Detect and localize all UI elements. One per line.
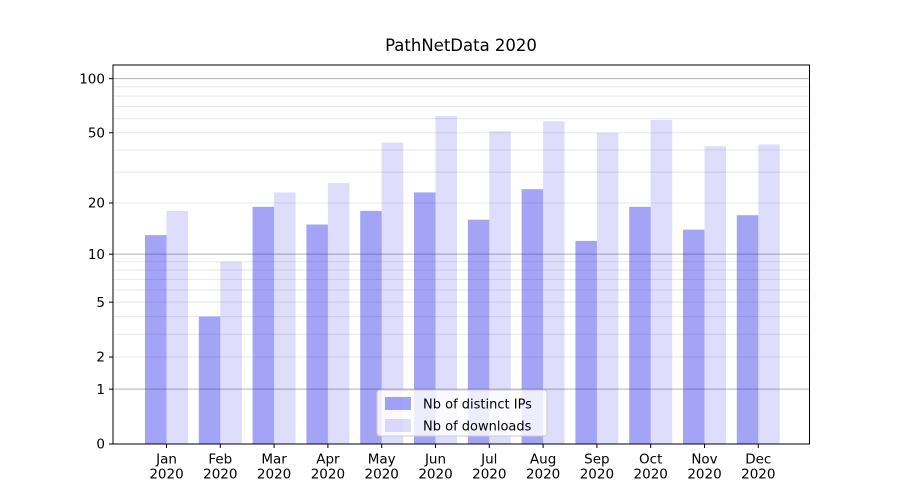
x-tick-label-month: Sep — [584, 452, 609, 468]
x-tick-label-year: 2020 — [418, 467, 452, 483]
bar-downloads-dec — [758, 144, 780, 445]
bar-distinct-ips-nov — [683, 229, 705, 444]
legend-label-distinct-ips: Nb of distinct IPs — [423, 398, 532, 413]
chart-title: PathNetData 2020 — [385, 36, 537, 55]
legend-swatch-downloads — [385, 419, 411, 432]
plot-area: 0125102050100Jan2020Feb2020Mar2020Apr202… — [79, 64, 810, 483]
bar-distinct-ips-feb — [198, 316, 221, 444]
y-tick-label: 2 — [96, 350, 105, 366]
bar-downloads-mar — [274, 192, 296, 444]
y-tick-label: 5 — [96, 295, 105, 311]
x-tick-label-year: 2020 — [257, 467, 291, 483]
x-tick-label-month: Oct — [639, 452, 662, 468]
x-tick-label-month: Nov — [691, 452, 717, 468]
x-tick-label-year: 2020 — [149, 467, 183, 483]
bar-distinct-ips-jun — [414, 192, 436, 444]
y-tick-label: 50 — [88, 125, 105, 141]
bar-downloads-apr — [327, 183, 350, 444]
bar-downloads-jun — [435, 116, 457, 444]
bar-distinct-ips-dec — [736, 215, 759, 444]
bar-distinct-ips-mar — [252, 206, 275, 444]
bar-downloads-may — [381, 142, 404, 445]
bar-downloads-aug — [543, 121, 565, 444]
legend-swatch-distinct-ips — [385, 397, 411, 410]
y-tick-label: 20 — [88, 196, 105, 212]
bar-downloads-jan — [166, 210, 188, 444]
bar-distinct-ips-jan — [145, 235, 167, 444]
bar-downloads-oct — [650, 119, 673, 444]
bar-distinct-ips-jul — [467, 219, 490, 444]
legend-label-downloads: Nb of downloads — [423, 420, 532, 435]
bar-downloads-sep — [596, 132, 619, 444]
x-tick-label-year: 2020 — [203, 467, 237, 483]
x-tick-label-month: Dec — [745, 452, 771, 468]
y-tick-label: 10 — [88, 247, 105, 263]
x-tick-label-month: Jan — [155, 452, 177, 468]
x-tick-label-month: Apr — [316, 452, 340, 468]
bar-distinct-ips-sep — [575, 240, 597, 444]
x-tick-label-month: Jul — [480, 452, 497, 468]
x-tick-label-year: 2020 — [472, 467, 506, 483]
bar-distinct-ips-may — [360, 210, 382, 444]
y-tick-label: 100 — [79, 71, 105, 87]
x-tick-label-year: 2020 — [526, 467, 560, 483]
y-tick-label: 0 — [96, 437, 105, 453]
x-tick-label-year: 2020 — [741, 467, 775, 483]
bar-downloads-feb — [220, 261, 242, 444]
bar-downloads-nov — [704, 146, 726, 445]
x-tick-label-month: Jun — [424, 452, 446, 468]
x-tick-label-month: May — [368, 452, 396, 468]
x-tick-label-year: 2020 — [365, 467, 399, 483]
x-tick-label-year: 2020 — [687, 467, 721, 483]
x-tick-label-year: 2020 — [580, 467, 614, 483]
legend: Nb of distinct IPs Nb of downloads — [376, 389, 548, 437]
y-tick-label: 1 — [96, 382, 105, 398]
legend-box — [376, 389, 548, 437]
bar-distinct-ips-oct — [629, 206, 651, 444]
x-tick-label-year: 2020 — [311, 467, 345, 483]
x-tick-label-month: Mar — [261, 452, 287, 468]
x-tick-label-month: Feb — [208, 452, 232, 468]
bar-distinct-ips-apr — [306, 224, 328, 444]
x-tick-label-year: 2020 — [634, 467, 668, 483]
bar-distinct-ips-aug — [521, 189, 544, 444]
x-tick-label-month: Aug — [530, 452, 556, 468]
bar-downloads-jul — [489, 131, 511, 444]
